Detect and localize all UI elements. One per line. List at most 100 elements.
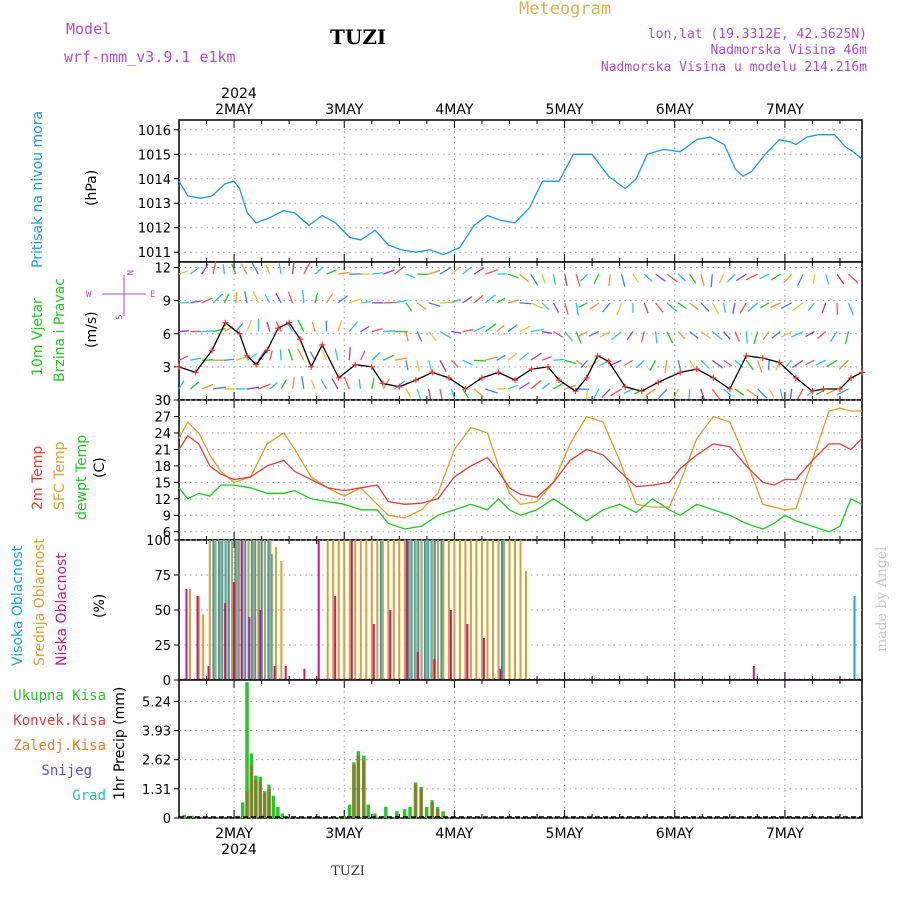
precip-legend-hail: Grad bbox=[72, 788, 106, 804]
wind-speed-marker bbox=[638, 388, 645, 395]
wind-barb bbox=[723, 331, 731, 340]
wind-barb bbox=[405, 331, 409, 342]
wind-barb bbox=[439, 359, 447, 373]
wind-barb bbox=[462, 266, 472, 275]
location-text: lon,lat (19.3312E, 42.3625N) bbox=[648, 27, 867, 42]
wind-barb bbox=[383, 330, 396, 333]
temp-2m-line bbox=[178, 434, 863, 505]
wind-barb bbox=[224, 358, 235, 361]
temp-ytick-label: 9 bbox=[163, 509, 171, 524]
wind-barb bbox=[264, 293, 271, 304]
wind-barb bbox=[829, 331, 838, 342]
total-precip-bar bbox=[402, 809, 407, 818]
low-cloud-bar bbox=[405, 540, 408, 680]
mid-cloud-bar bbox=[392, 540, 395, 680]
precip-ytick-label: 3.93 bbox=[142, 725, 171, 740]
mid-cloud-bar bbox=[409, 540, 412, 680]
total-precip-bar bbox=[347, 804, 352, 818]
wind-speed-marker bbox=[693, 366, 700, 373]
wind-barb bbox=[297, 319, 305, 332]
wind-barb bbox=[826, 388, 838, 395]
wind-barb bbox=[783, 273, 793, 284]
wind-barb bbox=[689, 359, 696, 371]
wind-barb bbox=[836, 273, 845, 285]
wind-barb bbox=[757, 360, 763, 373]
wind-barb bbox=[485, 388, 498, 394]
wind-barb bbox=[301, 375, 305, 390]
wind-barb bbox=[797, 273, 804, 287]
day-label-top: 2MAY bbox=[215, 102, 253, 118]
high-cloud-bar bbox=[237, 540, 240, 680]
wind-barb bbox=[450, 388, 456, 399]
conv-precip-bar bbox=[262, 793, 267, 818]
high-cloud-bar bbox=[260, 540, 263, 680]
wind-barb bbox=[791, 359, 804, 369]
mid-cloud-bar bbox=[503, 540, 505, 680]
wind-barb bbox=[303, 262, 311, 275]
low-cloud-bar bbox=[224, 603, 227, 680]
wind-barb bbox=[541, 330, 553, 334]
wind-barb bbox=[428, 331, 437, 342]
conv-precip-bar bbox=[435, 809, 440, 818]
wind-barb bbox=[593, 388, 600, 399]
dewpt-temp-line bbox=[178, 484, 863, 533]
wind-barb bbox=[541, 382, 551, 390]
wind-barb bbox=[779, 388, 784, 400]
high-cloud-bar bbox=[410, 540, 413, 680]
wind-speed-marker bbox=[445, 374, 452, 381]
conv-precip-bar bbox=[245, 791, 249, 818]
wind-speed-marker bbox=[192, 369, 199, 376]
wind-barb bbox=[805, 330, 815, 337]
precip-ytick-label: 0 bbox=[163, 812, 171, 827]
wind-barb bbox=[231, 263, 237, 275]
day-label-bottom: 3MAY bbox=[325, 826, 363, 842]
wind-speed-marker bbox=[594, 352, 601, 359]
mid-cloud-bar bbox=[225, 540, 228, 680]
wind-barb bbox=[178, 270, 189, 275]
day-label-top: 4MAY bbox=[435, 102, 473, 118]
compass-s: S bbox=[115, 315, 125, 320]
low-cloud-bar bbox=[232, 582, 235, 680]
wind-barb bbox=[178, 379, 185, 390]
wind-barb bbox=[223, 293, 230, 304]
wind-barb bbox=[257, 349, 267, 361]
high-cloud-bar bbox=[433, 540, 436, 680]
wind-barb bbox=[632, 273, 639, 283]
wind-barb bbox=[666, 331, 674, 344]
wind-barb bbox=[314, 292, 319, 303]
mid-cloud-bar bbox=[241, 540, 244, 680]
wind-speed-marker bbox=[209, 347, 216, 354]
station-title: TUZI bbox=[330, 25, 386, 49]
wind-barb bbox=[611, 331, 622, 341]
wind-barb bbox=[337, 295, 348, 304]
wind-speed-marker bbox=[776, 359, 783, 366]
wind-barb bbox=[847, 302, 854, 316]
wind-barb bbox=[815, 359, 827, 366]
cloud-label-1: Visoka Oblacnost bbox=[10, 545, 26, 666]
low-cloud-bar bbox=[259, 610, 262, 680]
wind-barb bbox=[580, 359, 588, 369]
cloud-panel: 0 25 50 75 100 bbox=[146, 534, 863, 689]
wind-barb bbox=[311, 321, 316, 332]
year-bottom: 2024 bbox=[221, 842, 257, 858]
day-label-top: 5MAY bbox=[546, 102, 584, 118]
wind-barb bbox=[507, 352, 518, 361]
cloud-ytick-label: 100 bbox=[146, 534, 171, 549]
precip-unit: 1hr Precip (mm) bbox=[112, 687, 128, 800]
total-precip-bar bbox=[441, 811, 445, 818]
wind-barb bbox=[279, 349, 282, 361]
wind-barb bbox=[485, 269, 498, 275]
wind-barb bbox=[530, 380, 542, 390]
wind-barb bbox=[739, 302, 747, 314]
conv-precip-bar bbox=[249, 764, 254, 818]
wind-barb bbox=[473, 325, 486, 333]
high-cloud-bar bbox=[501, 540, 503, 680]
pressure-ytick-label: 1013 bbox=[138, 197, 171, 212]
wind-barb bbox=[331, 378, 339, 390]
wind-barb bbox=[360, 301, 371, 304]
precip-legend-conv: Konvek.Kisa bbox=[13, 713, 106, 729]
wind-barb bbox=[269, 350, 273, 361]
wind-barb bbox=[844, 331, 850, 345]
low-cloud-bar bbox=[303, 668, 306, 680]
low-cloud-bar bbox=[482, 638, 485, 680]
